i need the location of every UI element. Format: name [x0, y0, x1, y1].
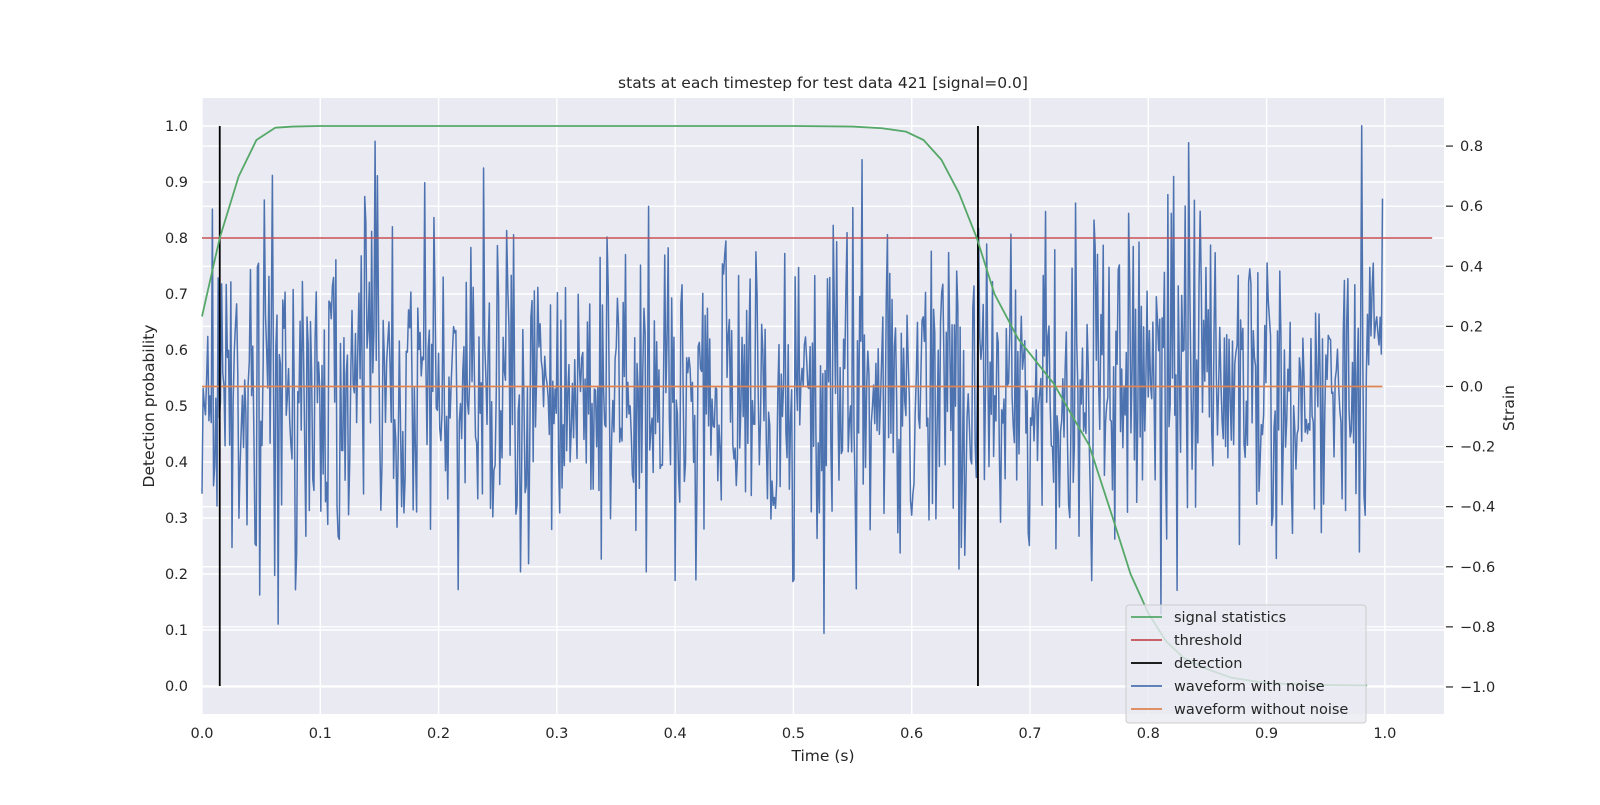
- x-tick-label: 0.9: [1255, 726, 1278, 742]
- legend-label: waveform with noise: [1174, 679, 1325, 695]
- y-left-axis-label: Detection probability: [140, 325, 158, 488]
- x-axis-label: Time (s): [790, 747, 854, 765]
- legend-item-detection: detection: [1131, 656, 1242, 672]
- legend-item-signal-statistics: signal statistics: [1131, 610, 1286, 626]
- y-right-tick-label: −0.4: [1460, 500, 1495, 516]
- x-tick-label: 0.5: [782, 726, 805, 742]
- y-left-tick-label: 0.8: [165, 231, 188, 247]
- y-left-tick-label: 0.4: [165, 455, 188, 471]
- y-right-tick-label: −1.0: [1460, 680, 1495, 696]
- legend-label: waveform without noise: [1174, 702, 1348, 718]
- y-left-tick-label: 0.0: [165, 679, 188, 695]
- y-right-axis-ticks: −1.0 −0.8 −0.6 −0.4 −0.2 0.0 0.2 0.4 0.6 0.8: [1446, 139, 1495, 696]
- y-left-tick-label: 0.1: [165, 623, 188, 639]
- y-left-axis-ticks: 0.0 0.1 0.2 0.3 0.4 0.5 0.6 0.7 0.8 0.9 1.0: [165, 119, 188, 695]
- y-left-tick-label: 0.2: [165, 567, 188, 583]
- legend-item-threshold: threshold: [1131, 633, 1242, 649]
- legend-label: detection: [1174, 656, 1242, 672]
- x-tick-label: 0.6: [900, 726, 923, 742]
- y-right-tick-label: −0.6: [1460, 560, 1495, 576]
- x-tick-label: 0.1: [309, 726, 332, 742]
- y-left-tick-label: 0.5: [165, 399, 188, 415]
- x-tick-label: 1.0: [1373, 726, 1396, 742]
- chart-title: stats at each timestep for test data 421…: [618, 74, 1028, 92]
- y-left-tick-label: 0.9: [165, 175, 188, 191]
- y-left-tick-label: 1.0: [165, 119, 188, 135]
- legend-label: signal statistics: [1174, 610, 1286, 626]
- y-right-axis-label: Strain: [1500, 385, 1518, 431]
- y-right-tick-label: −0.2: [1460, 440, 1495, 456]
- x-axis-ticks: 0.0 0.1 0.2 0.3 0.4 0.5 0.6 0.7 0.8 0.9 1.0: [190, 726, 1396, 742]
- legend: signal statistics threshold detection wa…: [1125, 604, 1367, 724]
- y-right-tick-label: 0.8: [1460, 139, 1483, 155]
- x-tick-label: 0.3: [545, 726, 568, 742]
- y-right-tick-label: 0.6: [1460, 199, 1483, 215]
- x-tick-label: 0.2: [427, 726, 450, 742]
- legend-label: threshold: [1174, 633, 1242, 649]
- y-left-tick-label: 0.6: [165, 343, 188, 359]
- y-left-tick-label: 0.3: [165, 511, 188, 527]
- y-right-tick-label: 0.2: [1460, 319, 1483, 335]
- legend-box: [1125, 604, 1367, 724]
- y-right-tick-label: 0.4: [1460, 259, 1483, 275]
- series-waveform-with-noise: [201, 124, 1384, 635]
- y-right-tick-label: −0.8: [1460, 620, 1495, 636]
- y-left-tick-label: 0.7: [165, 287, 188, 303]
- legend-item-waveform-with-noise: waveform with noise: [1131, 679, 1325, 695]
- x-tick-label: 0.0: [190, 726, 213, 742]
- x-tick-label: 0.8: [1137, 726, 1160, 742]
- x-tick-label: 0.4: [664, 726, 687, 742]
- y-right-tick-label: 0.0: [1460, 379, 1483, 395]
- x-tick-label: 0.7: [1018, 726, 1041, 742]
- legend-item-waveform-without-noise: waveform without noise: [1131, 702, 1348, 718]
